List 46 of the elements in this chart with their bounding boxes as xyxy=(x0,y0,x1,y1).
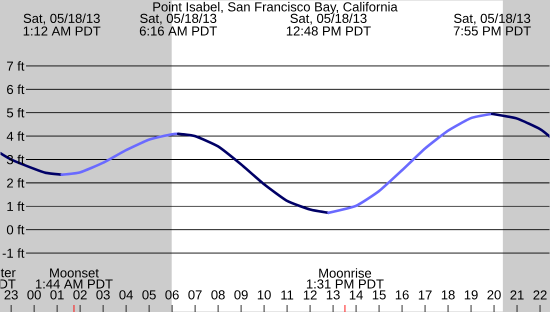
x-tick-label: 06 xyxy=(165,290,179,300)
annotation: Sat, 05/18/13 xyxy=(140,13,216,25)
annotation: 1:31 PM PDT xyxy=(306,279,384,289)
x-tick-label: 07 xyxy=(188,290,202,300)
x-tick-label: 05 xyxy=(142,290,156,300)
chart-title: Point Isabel, San Francisco Bay, California xyxy=(153,2,398,14)
annotation: Sat, 05/18/13 xyxy=(24,13,100,25)
x-tick-label: 21 xyxy=(510,290,524,300)
x-tick-label: 22 xyxy=(533,290,547,300)
annotation: 1:44 AM PDT xyxy=(36,280,113,288)
x-tick-label: 12 xyxy=(304,290,317,300)
y-tick-label: 1 ft xyxy=(7,202,24,212)
x-tick-label: 09 xyxy=(234,290,248,300)
x-tick-label: 15 xyxy=(372,290,386,300)
x-tick-label: 14 xyxy=(350,290,363,300)
annotation: 6:16 AM PDT xyxy=(140,26,217,36)
y-tick-label: 2 ft xyxy=(7,178,24,188)
y-tick-label: -1 ft xyxy=(2,248,24,258)
annotation: ter xyxy=(0,268,16,278)
x-tick-label: 18 xyxy=(442,290,455,300)
x-tick-label: 16 xyxy=(396,290,409,300)
y-tick-label: 7 ft xyxy=(7,61,24,71)
x-tick-label: 10 xyxy=(258,290,271,300)
x-tick-label: 08 xyxy=(211,290,225,300)
annotation: Sat, 05/18/13 xyxy=(454,13,530,25)
annotation: Moonset xyxy=(50,268,99,278)
x-tick-label: 04 xyxy=(119,290,133,300)
x-tick-label: 03 xyxy=(96,290,110,300)
x-tick-label: 02 xyxy=(73,290,87,300)
annotation: Moonrise xyxy=(319,268,372,278)
x-tick-label: 13 xyxy=(326,290,340,300)
x-tick-label: 17 xyxy=(418,290,432,300)
x-tick-label: 19 xyxy=(464,290,478,300)
x-tick-label: 00 xyxy=(27,290,41,300)
y-tick-label: 5 ft xyxy=(6,108,24,118)
annotation: 7:55 PM PDT xyxy=(454,26,531,36)
annotation: 12:48 PM PDT xyxy=(286,26,371,36)
x-tick-label: 23 xyxy=(4,290,18,300)
y-tick-label: 6 ft xyxy=(7,84,24,94)
y-tick-label: 0 ft xyxy=(6,224,24,234)
y-tick-label: 4 ft xyxy=(6,131,24,141)
x-tick-label: 01 xyxy=(50,290,64,300)
x-tick-label: 11 xyxy=(281,290,294,300)
x-tick-label: 20 xyxy=(487,290,501,300)
annotation: 1:12 AM PDT xyxy=(24,26,100,36)
annotation: Sat, 05/18/13 xyxy=(290,13,367,25)
